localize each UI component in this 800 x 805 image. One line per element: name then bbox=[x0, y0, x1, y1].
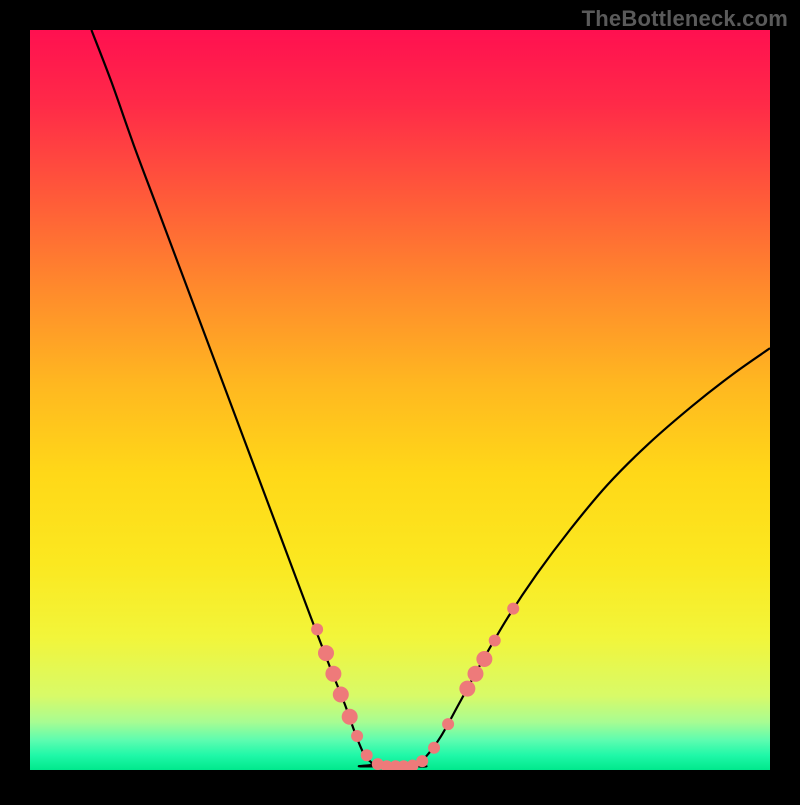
curve-marker bbox=[459, 681, 475, 697]
curve-marker bbox=[333, 687, 349, 703]
curve-marker bbox=[467, 666, 483, 682]
curve-marker bbox=[476, 651, 492, 667]
curve-marker bbox=[507, 603, 519, 615]
curve-marker bbox=[416, 755, 428, 767]
watermark-text: TheBottleneck.com bbox=[582, 6, 788, 32]
curve-marker bbox=[442, 718, 454, 730]
curve-marker bbox=[325, 666, 341, 682]
curve-marker bbox=[342, 709, 358, 725]
curve-marker bbox=[489, 635, 501, 647]
curve-marker bbox=[351, 730, 363, 742]
bottleneck-chart bbox=[0, 0, 800, 800]
curve-marker bbox=[361, 749, 373, 761]
chart-background bbox=[30, 30, 770, 770]
curve-marker bbox=[318, 645, 334, 661]
curve-marker bbox=[428, 742, 440, 754]
curve-marker bbox=[311, 623, 323, 635]
